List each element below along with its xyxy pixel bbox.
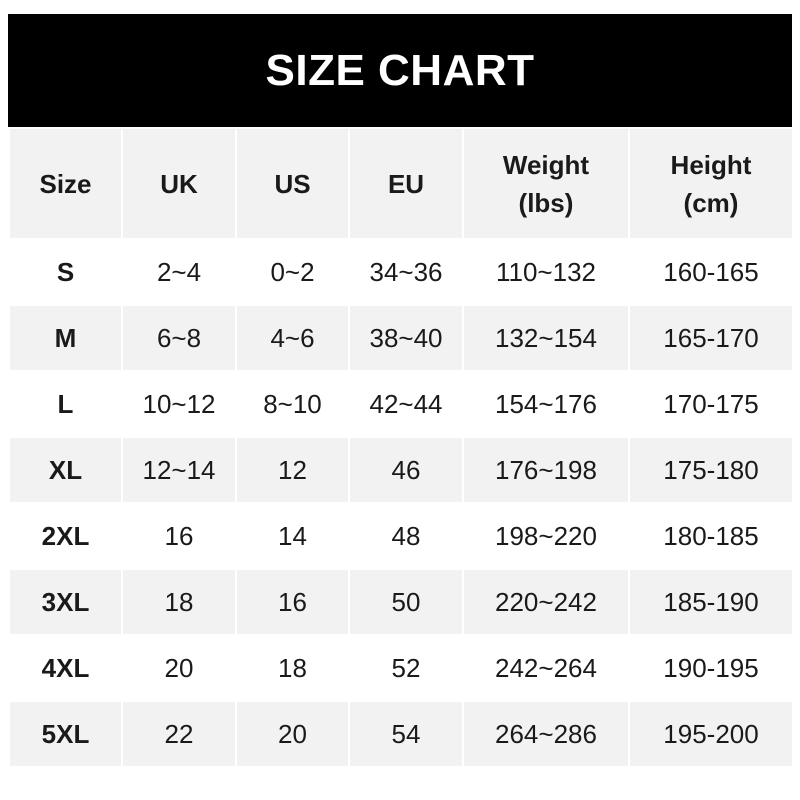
column-header-unit: (cm) bbox=[683, 187, 739, 218]
table-cell: 20 bbox=[235, 700, 350, 768]
table-cell: 180-185 bbox=[628, 502, 794, 570]
column-header-label: US bbox=[274, 168, 311, 199]
table-cell: 14 bbox=[235, 502, 350, 570]
column-header: Height (cm) bbox=[628, 127, 794, 240]
table-cell: 46 bbox=[348, 436, 464, 504]
column-header: EU bbox=[348, 127, 464, 240]
table-cell: 4~6 bbox=[235, 304, 350, 372]
table-cell: 38~40 bbox=[348, 304, 464, 372]
column-header: US bbox=[235, 127, 350, 240]
table-row: 2XL 16 14 48 198~220 180-185 bbox=[8, 502, 794, 570]
table-cell: 110~132 bbox=[462, 238, 630, 306]
table-row: 5XL 22 20 54 264~286 195-200 bbox=[8, 700, 794, 768]
table-cell: 220~242 bbox=[462, 568, 630, 636]
table-cell: 12~14 bbox=[121, 436, 237, 504]
table-row: 4XL 20 18 52 242~264 190-195 bbox=[8, 634, 794, 702]
column-header-label: Height bbox=[670, 149, 752, 180]
size-cell: 5XL bbox=[8, 700, 123, 768]
table-cell: 185-190 bbox=[628, 568, 794, 636]
table-cell: 12 bbox=[235, 436, 350, 504]
table-cell: 50 bbox=[348, 568, 464, 636]
table-cell: 52 bbox=[348, 634, 464, 702]
table-cell: 10~12 bbox=[121, 370, 237, 438]
size-cell: 4XL bbox=[8, 634, 123, 702]
size-chart-table: Size UK US EU Weight (lbs) Height (cm) S 2~4 0~2 3… bbox=[8, 127, 794, 768]
size-cell: XL bbox=[8, 436, 123, 504]
table-cell: 165-170 bbox=[628, 304, 794, 372]
table-cell: 54 bbox=[348, 700, 464, 768]
table-cell: 154~176 bbox=[462, 370, 630, 438]
table-cell: 190-195 bbox=[628, 634, 794, 702]
table-cell: 18 bbox=[235, 634, 350, 702]
table-cell: 0~2 bbox=[235, 238, 350, 306]
column-header-label: EU bbox=[387, 168, 425, 199]
column-header: Size bbox=[8, 127, 123, 240]
size-cell: 3XL bbox=[8, 568, 123, 636]
table-cell: 175-180 bbox=[628, 436, 794, 504]
column-header: UK bbox=[121, 127, 237, 240]
table-cell: 48 bbox=[348, 502, 464, 570]
table-row: XL 12~14 12 46 176~198 175-180 bbox=[8, 436, 794, 504]
table-cell: 160-165 bbox=[628, 238, 794, 306]
table-cell: 18 bbox=[121, 568, 237, 636]
table-cell: 20 bbox=[121, 634, 237, 702]
table-cell: 6~8 bbox=[121, 304, 237, 372]
table-cell: 264~286 bbox=[462, 700, 630, 768]
size-cell: S bbox=[8, 238, 123, 306]
table-row: S 2~4 0~2 34~36 110~132 160-165 bbox=[8, 238, 794, 306]
table-row: 3XL 18 16 50 220~242 185-190 bbox=[8, 568, 794, 636]
column-header-label: Size bbox=[39, 168, 92, 199]
table-row: M 6~8 4~6 38~40 132~154 165-170 bbox=[8, 304, 794, 372]
table-cell: 2~4 bbox=[121, 238, 237, 306]
header-row: Size UK US EU Weight (lbs) Height (cm) bbox=[8, 127, 794, 240]
page-title: SIZE CHART bbox=[8, 14, 792, 127]
column-header-label: Weight bbox=[502, 149, 590, 180]
table-cell: 195-200 bbox=[628, 700, 794, 768]
table-cell: 170-175 bbox=[628, 370, 794, 438]
table-row: L 10~12 8~10 42~44 154~176 170-175 bbox=[8, 370, 794, 438]
table-cell: 242~264 bbox=[462, 634, 630, 702]
table-cell: 16 bbox=[235, 568, 350, 636]
table-cell: 16 bbox=[121, 502, 237, 570]
table-cell: 8~10 bbox=[235, 370, 350, 438]
table-cell: 34~36 bbox=[348, 238, 464, 306]
column-header-label: UK bbox=[160, 168, 198, 199]
column-header: Weight (lbs) bbox=[462, 127, 630, 240]
size-cell: M bbox=[8, 304, 123, 372]
column-header-unit: (lbs) bbox=[518, 187, 574, 218]
table-cell: 198~220 bbox=[462, 502, 630, 570]
size-cell: L bbox=[8, 370, 123, 438]
table-cell: 42~44 bbox=[348, 370, 464, 438]
table-cell: 132~154 bbox=[462, 304, 630, 372]
table-cell: 176~198 bbox=[462, 436, 630, 504]
table-cell: 22 bbox=[121, 700, 237, 768]
size-cell: 2XL bbox=[8, 502, 123, 570]
